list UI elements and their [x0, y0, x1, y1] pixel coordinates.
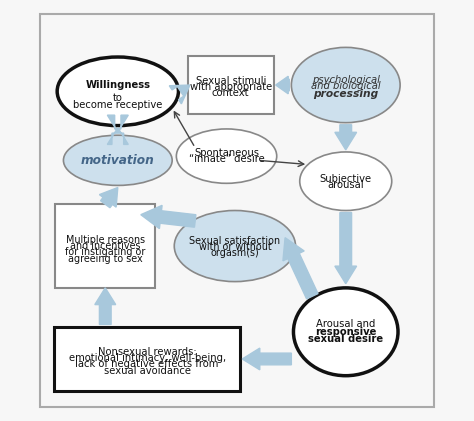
- FancyArrow shape: [335, 125, 356, 150]
- Ellipse shape: [57, 57, 178, 125]
- FancyArrow shape: [276, 76, 289, 94]
- Text: motivation: motivation: [81, 154, 155, 167]
- Text: Sexual stimuli: Sexual stimuli: [196, 76, 266, 86]
- FancyBboxPatch shape: [55, 204, 155, 288]
- Text: Sexual satisfaction: Sexual satisfaction: [189, 236, 281, 246]
- Text: Multiple reasons: Multiple reasons: [66, 235, 145, 245]
- FancyBboxPatch shape: [54, 327, 240, 392]
- Text: and biological: and biological: [311, 81, 381, 91]
- Text: processing: processing: [313, 89, 378, 99]
- Text: responsive: responsive: [315, 327, 376, 337]
- Ellipse shape: [64, 135, 172, 185]
- Text: agreeing to sex: agreeing to sex: [68, 253, 143, 264]
- Text: to: to: [113, 93, 123, 103]
- Text: and incentives: and incentives: [70, 241, 140, 251]
- Ellipse shape: [292, 48, 400, 123]
- Ellipse shape: [300, 152, 392, 210]
- FancyArrow shape: [107, 128, 128, 144]
- Text: with appropriate: with appropriate: [190, 82, 272, 92]
- Text: psychological: psychological: [312, 75, 380, 85]
- Text: Spontaneous: Spontaneous: [194, 148, 259, 158]
- FancyArrow shape: [169, 85, 190, 104]
- FancyArrow shape: [283, 238, 318, 299]
- Ellipse shape: [176, 129, 277, 183]
- Text: Subjective: Subjective: [319, 174, 372, 184]
- Text: Arousal and: Arousal and: [316, 319, 375, 329]
- Text: arousal: arousal: [328, 181, 364, 190]
- FancyArrow shape: [95, 288, 116, 325]
- Text: sexual avoidance: sexual avoidance: [104, 366, 191, 376]
- Ellipse shape: [174, 210, 296, 282]
- FancyBboxPatch shape: [188, 56, 273, 115]
- Ellipse shape: [293, 288, 398, 376]
- FancyArrow shape: [335, 213, 356, 284]
- Text: with or without: with or without: [199, 242, 271, 252]
- Text: “innate” desire: “innate” desire: [189, 155, 264, 165]
- FancyArrow shape: [242, 348, 292, 370]
- Text: context: context: [212, 88, 249, 99]
- FancyArrow shape: [100, 187, 118, 208]
- Text: Nonsexual rewards:: Nonsexual rewards:: [98, 347, 196, 357]
- Text: for instigating or: for instigating or: [65, 247, 146, 257]
- Text: lack of negative effects from: lack of negative effects from: [75, 360, 219, 369]
- Text: Willingness: Willingness: [85, 80, 150, 90]
- Text: sexual desire: sexual desire: [308, 334, 383, 344]
- FancyArrow shape: [141, 205, 196, 229]
- Text: orgasm(s): orgasm(s): [210, 248, 259, 258]
- FancyArrow shape: [107, 115, 128, 132]
- Text: become receptive: become receptive: [73, 100, 163, 110]
- Text: emotional intimacy, well-being,: emotional intimacy, well-being,: [69, 353, 226, 363]
